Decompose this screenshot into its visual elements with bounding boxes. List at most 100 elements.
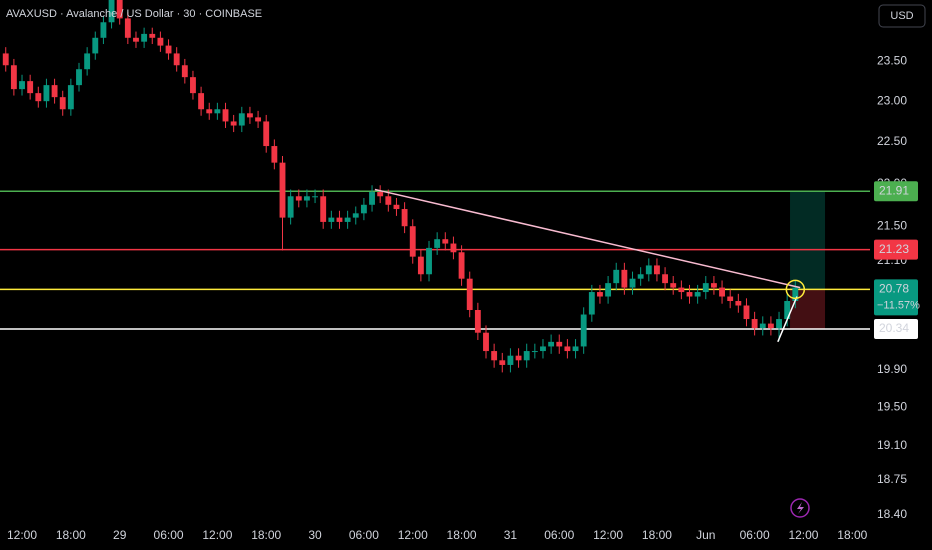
candle-body [108,0,115,23]
chart-title: AVAXUSD · Avalanche / US Dollar · 30 · C… [6,8,262,20]
candle-body [580,314,587,347]
candle-body [776,319,782,329]
candle-body [165,45,172,54]
candle-body [694,292,701,297]
plot-area [0,0,870,373]
candle-body [450,243,457,253]
candle-body [621,269,628,288]
candle-body [263,121,270,147]
candle-body [222,109,229,122]
candle-body [157,37,164,46]
candle-body [792,287,799,302]
candle-body [540,346,546,352]
candle-body [133,37,139,42]
candle-body [198,93,205,110]
y-tick-label: 18.40 [877,507,907,521]
candle-body [759,323,766,329]
candle-body [702,283,709,293]
x-tick-label: 18:00 [642,528,672,542]
candle-body [59,97,66,110]
candle-body [678,287,685,293]
y-tick-label: 23.50 [877,53,907,67]
candle-body [255,117,262,122]
candle-body [670,283,677,288]
x-tick-label: 06:00 [544,528,574,542]
candle-body [67,85,74,110]
candle-body [320,196,327,222]
candle-body [369,192,375,205]
x-tick-label: 06:00 [740,528,770,542]
candle-body [466,278,473,311]
price-label: 20.34 [879,321,909,335]
candle-body [51,85,58,98]
y-tick-label: 21.50 [877,218,907,232]
candle-body [271,146,278,163]
candle-body [767,323,774,329]
trendline [777,296,798,343]
candle-body [116,0,123,19]
candle-body [507,355,514,365]
candle-body [124,18,131,38]
candle-body [247,113,253,118]
x-tick-label: 06:00 [349,528,379,542]
currency-label[interactable]: USD [890,10,913,22]
candle-body [393,204,400,210]
candle-body [190,77,196,94]
marker-circle [785,279,806,300]
candle-body [173,53,180,66]
candle-body [352,213,359,218]
candle-body [458,252,465,279]
position-profit [790,191,826,290]
candle-body [743,305,750,320]
x-tick-label: 12:00 [7,528,37,542]
price-label-box [874,239,918,260]
candle-body [360,204,367,214]
candle-body [43,85,50,102]
candle-body [491,351,498,361]
candle-body [654,265,660,275]
x-tick-label: 18:00 [56,528,86,542]
candle-body [474,310,481,333]
candle-body [279,162,286,218]
currency-button[interactable] [878,4,926,28]
x-tick-label: Jun [696,528,715,542]
candle-body [751,319,758,329]
candle-body [564,346,571,352]
candle-body [238,113,245,126]
candle-body [287,196,294,218]
candle-body [230,121,237,126]
candle-body [710,283,717,288]
price-label: 21.91 [879,183,909,197]
candle-body [784,301,791,320]
candle-body [727,296,734,302]
x-tick-label: 12:00 [593,528,623,542]
x-tick-label: 18:00 [447,528,477,542]
alert-icon[interactable] [790,498,810,518]
candle-body [735,301,742,306]
candle-body [409,226,416,257]
candle-body [442,239,449,244]
x-tick-label: 30 [308,528,322,542]
y-tick-label: 22.50 [877,134,907,148]
candle-body [483,332,489,352]
candle-body [76,69,82,86]
price-label-box [874,319,918,340]
price-label: 21.23 [879,242,909,256]
price-label-box [874,181,918,202]
candle-body [605,283,612,297]
candle-body [499,360,506,365]
x-tick-label: 12:00 [398,528,428,542]
candle-body [637,274,644,279]
candle-body [303,196,310,201]
candle-body [336,217,343,222]
candle-body [523,351,530,361]
x-tick-label: 06:00 [154,528,184,542]
candle-body [27,81,34,94]
candle-body [312,196,318,198]
alert-bolt [797,502,804,514]
candle-body [662,274,669,284]
x-tick-label: 18:00 [837,528,867,542]
